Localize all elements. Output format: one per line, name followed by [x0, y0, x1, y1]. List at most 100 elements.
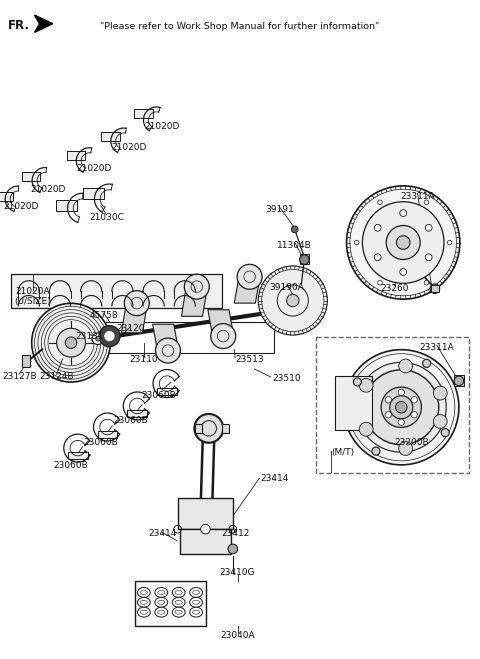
- Text: 21020D: 21020D: [76, 164, 112, 173]
- Bar: [0, 192, 13, 201]
- Bar: [431, 285, 439, 293]
- Circle shape: [347, 186, 460, 299]
- Ellipse shape: [172, 597, 185, 607]
- Ellipse shape: [158, 590, 165, 594]
- Circle shape: [381, 387, 421, 428]
- Ellipse shape: [137, 597, 150, 607]
- Ellipse shape: [190, 597, 203, 607]
- Ellipse shape: [175, 590, 182, 594]
- Circle shape: [228, 544, 238, 554]
- Circle shape: [355, 241, 359, 244]
- Circle shape: [398, 419, 405, 426]
- Text: "Please refer to Work Shop Manual for further information": "Please refer to Work Shop Manual for fu…: [100, 22, 380, 31]
- Text: 39190A: 39190A: [270, 283, 304, 292]
- Text: 23060B: 23060B: [84, 438, 118, 447]
- Ellipse shape: [192, 590, 200, 594]
- Circle shape: [430, 284, 440, 293]
- Ellipse shape: [172, 588, 185, 597]
- Bar: [22, 355, 30, 367]
- Ellipse shape: [155, 597, 168, 607]
- Text: 23200B: 23200B: [395, 438, 429, 447]
- Bar: [335, 376, 372, 430]
- Circle shape: [411, 397, 418, 403]
- Circle shape: [194, 414, 223, 443]
- Circle shape: [425, 254, 432, 261]
- Text: 23513: 23513: [235, 355, 264, 364]
- Bar: [316, 337, 469, 473]
- Circle shape: [156, 338, 180, 363]
- Circle shape: [400, 210, 407, 216]
- Text: FR.: FR.: [8, 18, 30, 32]
- Bar: [180, 529, 231, 554]
- Circle shape: [362, 202, 444, 283]
- Text: 45758: 45758: [89, 310, 118, 320]
- Circle shape: [96, 336, 100, 341]
- Circle shape: [32, 303, 110, 382]
- Circle shape: [287, 295, 299, 306]
- Ellipse shape: [140, 600, 147, 604]
- Polygon shape: [208, 310, 234, 336]
- Circle shape: [364, 370, 439, 445]
- Ellipse shape: [158, 600, 165, 604]
- Circle shape: [433, 415, 447, 428]
- Circle shape: [201, 525, 210, 534]
- Polygon shape: [11, 274, 222, 308]
- Circle shape: [398, 389, 405, 395]
- Text: 23414: 23414: [148, 529, 177, 538]
- Text: (M/T): (M/T): [331, 447, 354, 457]
- Text: 39191: 39191: [265, 205, 294, 214]
- Text: 23311A: 23311A: [400, 192, 435, 201]
- Bar: [101, 132, 120, 140]
- Bar: [135, 581, 206, 626]
- Ellipse shape: [140, 590, 147, 594]
- Text: 23120: 23120: [116, 324, 145, 333]
- Circle shape: [454, 376, 464, 386]
- Bar: [98, 431, 117, 438]
- Ellipse shape: [192, 600, 200, 604]
- Ellipse shape: [155, 607, 168, 617]
- Polygon shape: [181, 287, 207, 316]
- Circle shape: [353, 378, 361, 386]
- Bar: [300, 254, 309, 264]
- Circle shape: [359, 378, 373, 392]
- Ellipse shape: [190, 588, 203, 597]
- Circle shape: [356, 362, 446, 452]
- Text: 21020D: 21020D: [144, 122, 180, 131]
- Circle shape: [99, 326, 120, 347]
- Circle shape: [374, 224, 381, 231]
- Circle shape: [378, 200, 382, 204]
- Ellipse shape: [190, 607, 203, 617]
- Text: 21020D: 21020D: [111, 143, 146, 152]
- Circle shape: [424, 281, 429, 285]
- Ellipse shape: [155, 588, 168, 597]
- Circle shape: [372, 447, 380, 455]
- Ellipse shape: [172, 607, 185, 617]
- Circle shape: [105, 331, 114, 341]
- Text: 23260: 23260: [380, 284, 409, 293]
- Bar: [56, 200, 77, 211]
- Ellipse shape: [192, 610, 200, 614]
- Bar: [67, 152, 85, 160]
- Ellipse shape: [137, 607, 150, 617]
- Circle shape: [385, 397, 392, 403]
- Circle shape: [211, 324, 236, 349]
- Bar: [84, 188, 105, 198]
- Polygon shape: [35, 15, 53, 32]
- Circle shape: [378, 281, 382, 285]
- Text: 23060B: 23060B: [54, 461, 88, 470]
- Text: 21030C: 21030C: [89, 213, 124, 222]
- Bar: [134, 109, 153, 119]
- Circle shape: [390, 396, 413, 418]
- Text: 23410G: 23410G: [220, 567, 255, 577]
- Bar: [178, 498, 233, 529]
- Text: 23040A: 23040A: [220, 631, 255, 640]
- Text: 23131: 23131: [75, 331, 104, 341]
- Text: (U/SIZE): (U/SIZE): [14, 297, 51, 306]
- Circle shape: [422, 359, 431, 368]
- Circle shape: [424, 200, 429, 204]
- Polygon shape: [153, 324, 179, 351]
- Text: 21020A: 21020A: [15, 287, 50, 297]
- Text: 21020D: 21020D: [30, 185, 66, 194]
- Circle shape: [386, 225, 420, 260]
- Polygon shape: [121, 303, 147, 333]
